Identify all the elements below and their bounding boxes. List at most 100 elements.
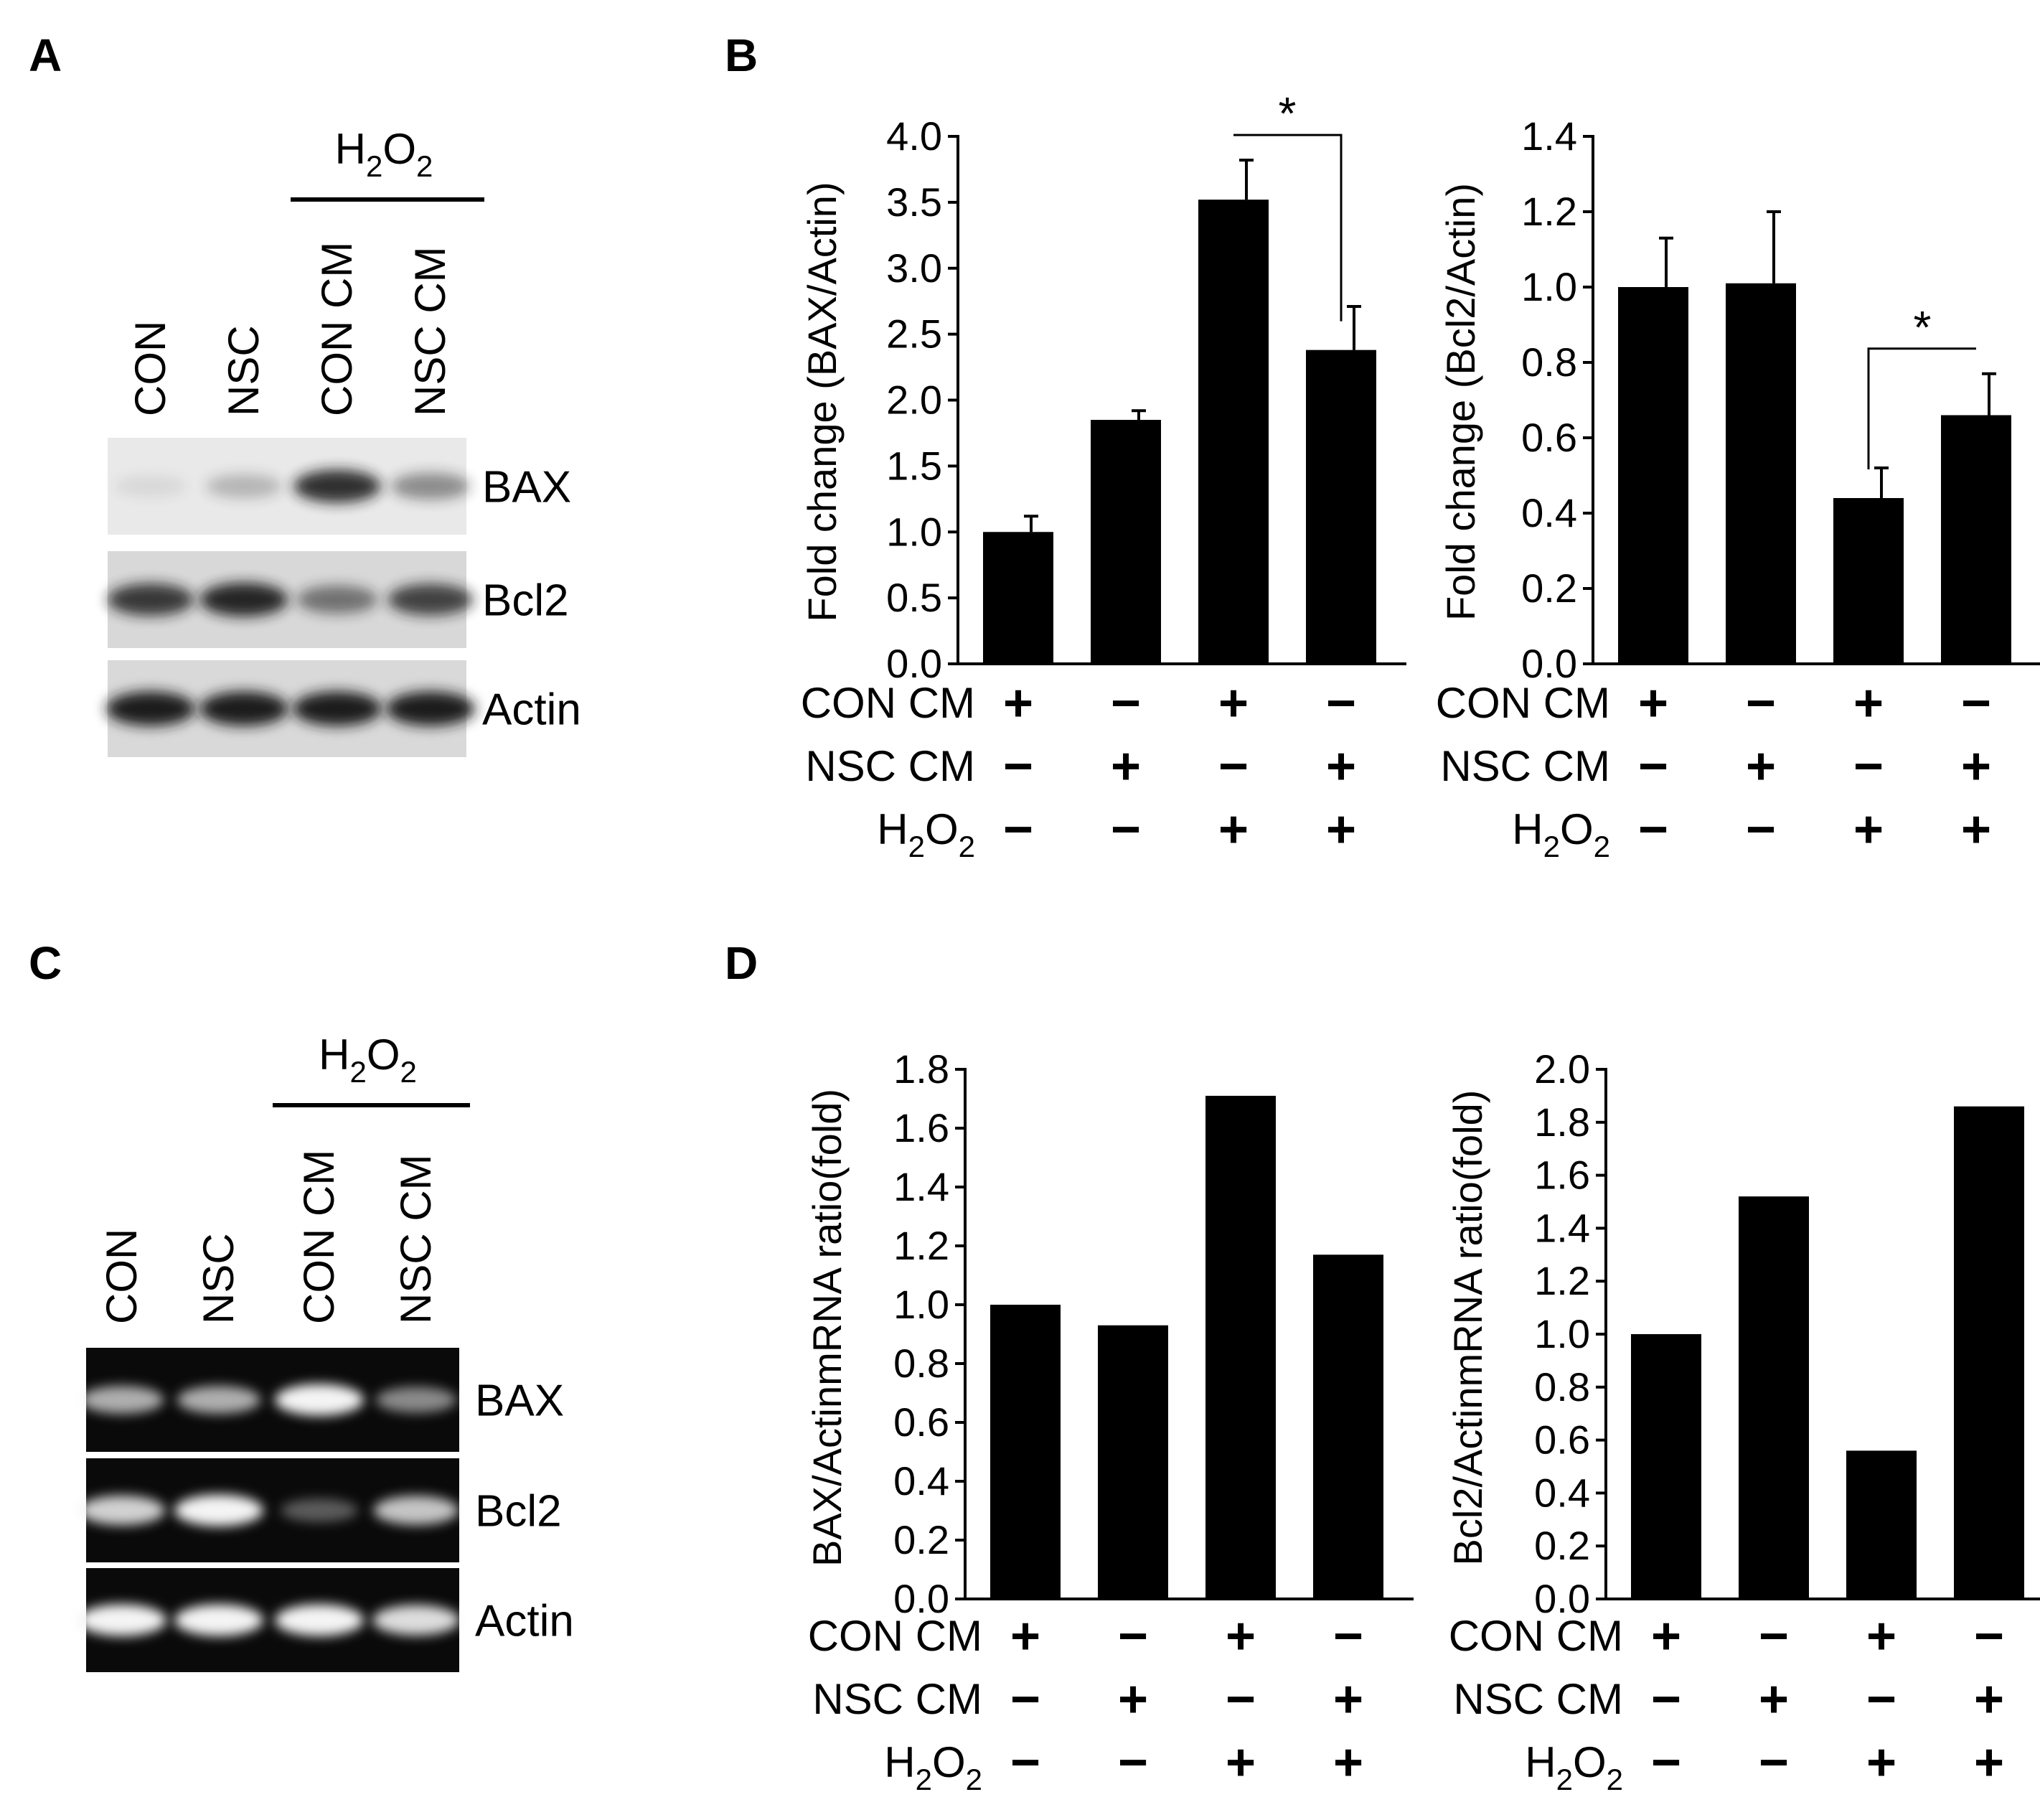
bar-charts: 0.0 0.5 1.0 1.5 2.0 2.5 3.0 3.5 4.0 Fold change (… bbox=[799, 88, 2040, 1796]
y-axis-label: Fold change (Bcl2/Actin) bbox=[1438, 183, 1483, 621]
y-tick-label: 0.0 bbox=[1521, 641, 1577, 686]
gel-band bbox=[373, 1496, 459, 1525]
condition-sign: − bbox=[1326, 675, 1356, 732]
bar bbox=[1198, 200, 1269, 664]
condition-sign: + bbox=[1746, 738, 1776, 795]
gel-band bbox=[293, 691, 382, 726]
y-tick-label: 1.8 bbox=[1534, 1099, 1590, 1145]
condition-sign: + bbox=[1961, 801, 1991, 858]
blot-label-bcl2: Bcl2 bbox=[475, 1487, 562, 1537]
gel-band bbox=[106, 691, 195, 726]
y-tick-label: 3.5 bbox=[886, 179, 942, 225]
gel-band bbox=[80, 1386, 164, 1414]
bar bbox=[983, 532, 1053, 664]
y-tick-label: 1.4 bbox=[1521, 113, 1577, 159]
gel-band bbox=[174, 1494, 263, 1526]
condition-label: H2O2 bbox=[1525, 1738, 1623, 1796]
gel-band bbox=[78, 1495, 166, 1526]
condition-sign: − bbox=[1111, 801, 1141, 858]
gel-band bbox=[387, 583, 474, 616]
bar bbox=[1846, 1450, 1917, 1599]
condition-label: CON CM bbox=[808, 1612, 982, 1660]
bar bbox=[1098, 1325, 1168, 1599]
lane-label: NSC bbox=[194, 1233, 243, 1324]
condition-sign: + bbox=[1111, 738, 1141, 795]
condition-sign: + bbox=[1853, 675, 1884, 732]
blot-label-bax: BAX bbox=[482, 463, 571, 512]
y-tick-label: 1.0 bbox=[893, 1282, 949, 1327]
condition-sign: − bbox=[1638, 801, 1668, 858]
gel-band bbox=[375, 1387, 457, 1413]
lane-label: CON CM bbox=[295, 1150, 343, 1324]
condition-sign: + bbox=[1226, 1608, 1256, 1665]
gel-band bbox=[114, 475, 187, 497]
panel-label-c: C bbox=[29, 937, 62, 989]
y-tick-label: 0.6 bbox=[1521, 415, 1577, 460]
condition-sign: − bbox=[1638, 738, 1668, 795]
gel-band bbox=[174, 1604, 263, 1636]
blot-label-actin: Actin bbox=[475, 1597, 574, 1646]
condition-label: CON CM bbox=[1436, 679, 1610, 727]
condition-label: NSC CM bbox=[1453, 1675, 1623, 1723]
lane-label: NSC CM bbox=[406, 246, 454, 416]
condition-sign: + bbox=[1326, 738, 1356, 795]
condition-sign: + bbox=[1974, 1671, 2004, 1728]
condition-label: NSC CM bbox=[1440, 742, 1610, 790]
y-axis-label: Fold change (BAX/Actin) bbox=[799, 182, 845, 621]
condition-sign: + bbox=[1333, 1734, 1363, 1791]
condition-sign: + bbox=[1226, 1734, 1256, 1791]
y-tick-label: 4.0 bbox=[886, 113, 942, 159]
y-tick-label: 0.0 bbox=[886, 641, 942, 686]
y-tick-label: 0.0 bbox=[1534, 1576, 1590, 1621]
condition-sign: − bbox=[1651, 1734, 1681, 1791]
lane-label: NSC CM bbox=[392, 1154, 440, 1324]
bar bbox=[1954, 1106, 2024, 1599]
condition-sign: − bbox=[1746, 801, 1776, 858]
condition-sign: − bbox=[1651, 1671, 1681, 1728]
y-axis-label: Bcl2/ActinmRNA ratio(fold) bbox=[1445, 1090, 1490, 1566]
condition-sign: + bbox=[1866, 1608, 1896, 1665]
bar bbox=[1313, 1254, 1383, 1599]
y-tick-label: 2.0 bbox=[1534, 1046, 1590, 1092]
gel-band bbox=[281, 1498, 358, 1522]
condition-label: CON CM bbox=[801, 679, 975, 727]
lane-label: CON bbox=[126, 321, 174, 416]
condition-label: H2O2 bbox=[877, 805, 975, 863]
chart-B-left: 0.0 0.5 1.0 1.5 2.0 2.5 3.0 3.5 4.0 Fold change (… bbox=[799, 88, 1406, 863]
condition-sign: − bbox=[1010, 1734, 1040, 1791]
condition-label: H2O2 bbox=[884, 1738, 982, 1796]
bar bbox=[1205, 1095, 1276, 1599]
condition-sign: + bbox=[1651, 1608, 1681, 1665]
rt-pcr-gel: H2O2 CON NSC CON CM NSC CM BAX Bcl2 Actin bbox=[77, 1031, 574, 1672]
bar bbox=[990, 1305, 1061, 1599]
panel-label-d: D bbox=[725, 937, 758, 989]
y-tick-label: 3.0 bbox=[886, 245, 942, 291]
y-tick-label: 0.4 bbox=[1534, 1470, 1590, 1515]
gel-band bbox=[199, 691, 288, 726]
condition-sign: + bbox=[1333, 1671, 1363, 1728]
western-blot-gel: H2O2 CON NSC CON CM NSC CM BAX Bcl2 Actin bbox=[106, 125, 581, 757]
y-tick-label: 2.5 bbox=[886, 311, 942, 357]
gel-band bbox=[77, 1604, 166, 1636]
condition-label: H2O2 bbox=[1512, 805, 1610, 863]
bar bbox=[1941, 415, 2011, 664]
y-tick-label: 0.6 bbox=[893, 1399, 949, 1445]
condition-sign: + bbox=[1759, 1671, 1789, 1728]
significance-bracket bbox=[1867, 347, 1976, 469]
condition-sign: + bbox=[1853, 801, 1884, 858]
bar bbox=[1306, 350, 1376, 664]
panel-label-a: A bbox=[29, 29, 62, 81]
h2o2-header: H2O2 bbox=[319, 1031, 417, 1089]
gel-band bbox=[206, 474, 282, 499]
condition-sign: + bbox=[1961, 738, 1991, 795]
y-tick-label: 0.6 bbox=[1534, 1417, 1590, 1463]
y-tick-label: 1.4 bbox=[893, 1164, 949, 1209]
y-axis-label: BAX/ActinmRNA ratio(fold) bbox=[804, 1089, 850, 1567]
gel-band bbox=[386, 691, 475, 726]
condition-sign: − bbox=[1759, 1608, 1789, 1665]
condition-sign: − bbox=[1974, 1608, 2004, 1665]
y-tick-label: 0.0 bbox=[893, 1576, 949, 1621]
bar bbox=[1833, 498, 1904, 664]
condition-sign: + bbox=[1638, 675, 1668, 732]
panel-label-b: B bbox=[725, 29, 758, 81]
